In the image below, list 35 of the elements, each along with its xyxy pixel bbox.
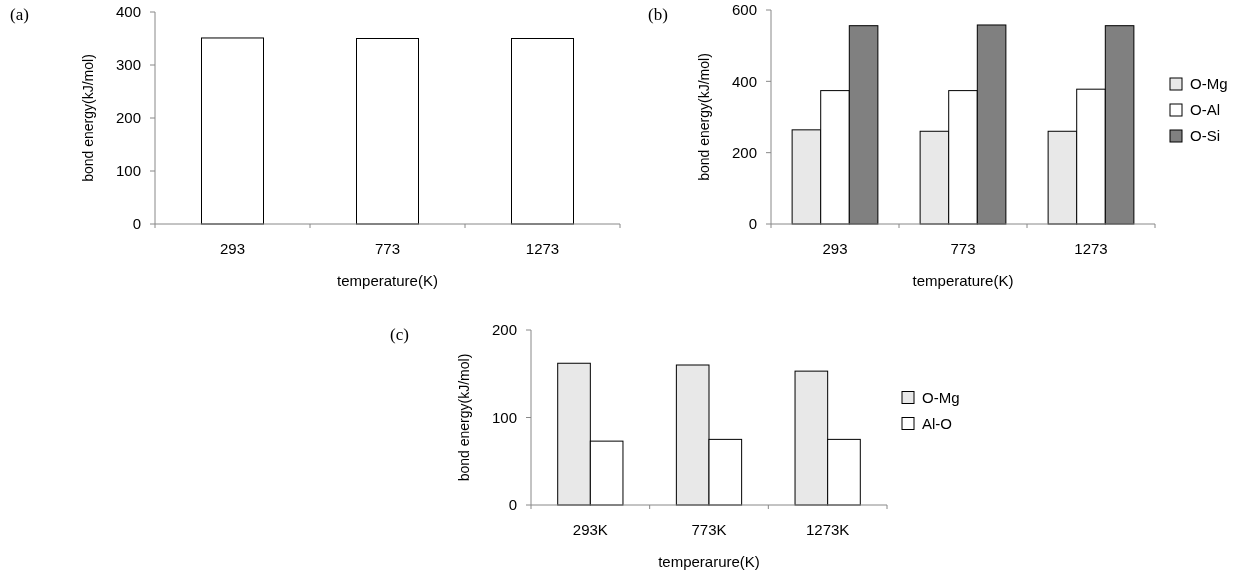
x-tick-label: 1273 [1074, 240, 1108, 257]
x-tick-label: 293 [822, 240, 848, 257]
y-tick-label: 100 [115, 162, 141, 180]
y-tick-label: 0 [508, 496, 517, 514]
y-tick-label: 100 [491, 408, 517, 426]
x-tick-label: 293K [572, 521, 608, 538]
x-tick-label: 773K [691, 521, 727, 538]
legend-label: O-Al [1190, 101, 1220, 119]
x-tick-label: 1273 [525, 240, 560, 257]
y-tick-label: 200 [115, 109, 141, 127]
y-tick-label: 400 [115, 3, 141, 21]
chart-title: (c) [390, 325, 409, 344]
y-tick-label: 600 [731, 1, 757, 19]
y-tick-label: 300 [115, 56, 141, 74]
legend-label: O-Si [1190, 127, 1220, 145]
legend-label: O-Mg [1190, 75, 1228, 93]
y-tick-label: 200 [731, 143, 757, 161]
x-axis-title: temperarure(K) [658, 553, 760, 570]
y-axis-title: bond energy(kJ/mol) [80, 54, 96, 182]
legend-label: O-Mg [922, 388, 960, 406]
chart-title: (b) [648, 5, 668, 24]
y-tick-label: 400 [731, 72, 757, 90]
y-axis-title: bond energy(kJ/mol) [456, 353, 472, 482]
chart-title: (a) [10, 5, 29, 24]
x-axis-title: temperature(K) [337, 272, 438, 289]
x-tick-label: 773 [950, 240, 976, 257]
x-tick-label: 293 [219, 240, 246, 257]
y-tick-label: 0 [748, 215, 757, 233]
x-tick-label: 1273K [805, 521, 850, 538]
y-tick-label: 200 [491, 321, 517, 339]
y-tick-label: 0 [132, 215, 141, 233]
x-axis-title: temperature(K) [912, 272, 1014, 289]
y-axis-title: bond energy(kJ/mol) [696, 53, 712, 181]
x-tick-label: 773 [374, 240, 401, 257]
legend-label: Al-O [922, 414, 952, 432]
